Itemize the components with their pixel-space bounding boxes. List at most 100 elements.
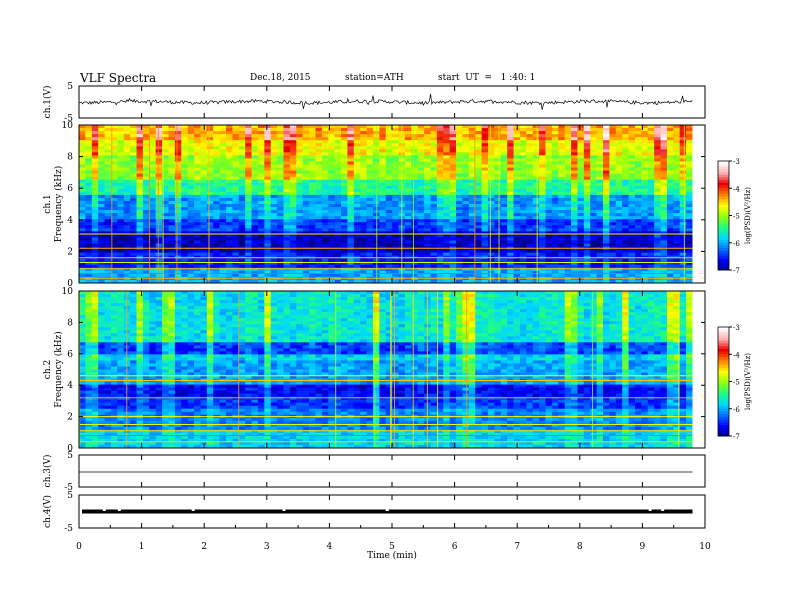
heatmap-cell bbox=[462, 261, 470, 266]
heatmap-cell bbox=[289, 125, 297, 129]
heatmap-cell bbox=[360, 234, 367, 238]
heatmap-cell bbox=[123, 267, 131, 272]
heatmap-cell bbox=[481, 219, 489, 223]
heatmap-cell bbox=[622, 197, 629, 202]
heatmap-cell bbox=[615, 261, 623, 266]
heatmap-cell bbox=[200, 219, 208, 223]
heatmap-cell bbox=[187, 237, 195, 241]
heatmap-cell bbox=[673, 140, 681, 144]
heatmap-cell bbox=[615, 243, 623, 247]
heatmap-cell bbox=[526, 140, 534, 144]
heatmap-cell bbox=[155, 128, 163, 132]
heatmap-cell bbox=[392, 152, 399, 156]
heatmap-cell bbox=[302, 279, 310, 284]
heatmap-cell bbox=[225, 207, 233, 211]
heatmap-cell bbox=[545, 155, 553, 159]
heatmap-cell bbox=[411, 143, 419, 147]
heatmap-cell bbox=[168, 149, 176, 153]
heatmap-cell bbox=[277, 149, 284, 153]
heatmap-cell bbox=[360, 267, 367, 272]
heatmap-cell bbox=[123, 197, 131, 202]
heatmap-cell bbox=[264, 252, 272, 257]
heatmap-cell bbox=[98, 188, 105, 193]
heatmap-cell bbox=[110, 128, 118, 132]
heatmap-cell bbox=[341, 270, 348, 275]
heatmap-cell bbox=[123, 173, 131, 178]
heatmap-cell bbox=[494, 228, 502, 232]
heatmap-cell bbox=[136, 137, 144, 141]
heatmap-cell bbox=[596, 191, 604, 196]
heatmap-cell bbox=[475, 222, 482, 226]
heatmap-cell bbox=[130, 134, 137, 138]
heatmap-cell bbox=[162, 161, 169, 165]
heatmap-cell bbox=[475, 164, 482, 168]
heatmap-cell bbox=[309, 128, 316, 132]
heatmap-cell bbox=[155, 237, 163, 241]
heatmap-cell bbox=[347, 200, 355, 205]
heatmap-cell bbox=[487, 231, 495, 235]
heatmap-cell bbox=[296, 252, 304, 257]
heatmap-cell bbox=[545, 261, 553, 266]
heatmap-cell bbox=[436, 146, 444, 150]
heatmap-cell bbox=[142, 270, 150, 275]
heatmap-cell bbox=[385, 143, 393, 147]
heatmap-cell bbox=[98, 149, 105, 153]
heatmap-cell bbox=[596, 197, 604, 202]
heatmap-cell bbox=[564, 134, 572, 138]
heatmap-cell bbox=[500, 204, 508, 208]
heatmap-cell bbox=[411, 176, 419, 181]
heatmap-cell bbox=[232, 216, 240, 220]
heatmap-cell bbox=[622, 225, 629, 229]
heatmap-cell bbox=[149, 131, 157, 135]
heatmap-cell bbox=[79, 125, 86, 129]
heatmap-cell bbox=[462, 137, 470, 141]
heatmap-cell bbox=[551, 137, 559, 141]
heatmap-cell bbox=[360, 210, 367, 214]
heatmap-cell bbox=[194, 191, 201, 196]
heatmap-cell bbox=[142, 216, 150, 220]
heatmap-cell bbox=[660, 185, 668, 190]
heatmap-cell bbox=[609, 213, 617, 217]
heatmap-cell bbox=[686, 237, 693, 241]
heatmap-cell bbox=[79, 231, 86, 235]
heatmap-cell bbox=[628, 249, 636, 254]
heatmap-cell bbox=[660, 222, 668, 226]
heatmap-cell bbox=[270, 234, 278, 238]
heatmap-cell bbox=[468, 149, 476, 153]
heatmap-cell bbox=[79, 167, 86, 171]
heatmap-cell bbox=[526, 267, 534, 272]
heatmap-cell bbox=[264, 200, 272, 205]
heatmap-cell bbox=[174, 131, 182, 135]
heatmap-cell bbox=[622, 176, 629, 181]
heatmap-cell bbox=[487, 270, 495, 275]
heatmap-cell bbox=[507, 252, 514, 257]
heatmap-cell bbox=[647, 164, 655, 168]
heatmap-cell bbox=[251, 131, 259, 135]
heatmap-cell bbox=[443, 261, 451, 266]
heatmap-cell bbox=[577, 137, 585, 141]
heatmap-cell bbox=[551, 149, 559, 153]
heatmap-cell bbox=[194, 231, 201, 235]
heatmap-cell bbox=[590, 207, 598, 211]
heatmap-cell bbox=[513, 134, 521, 138]
heatmap-cell bbox=[615, 264, 623, 269]
heatmap-cell bbox=[245, 237, 252, 241]
heatmap-cell bbox=[200, 204, 208, 208]
heatmap-cell bbox=[149, 149, 157, 153]
heatmap-cell bbox=[571, 173, 578, 178]
heatmap-cell bbox=[424, 125, 431, 129]
heatmap-cell bbox=[206, 237, 214, 241]
heatmap-cell bbox=[654, 225, 661, 229]
heatmap-cell bbox=[532, 237, 540, 241]
heatmap-cell bbox=[666, 170, 674, 175]
heatmap-cell bbox=[334, 219, 342, 223]
heatmap-cell bbox=[666, 240, 674, 244]
heatmap-cell bbox=[532, 270, 540, 275]
heatmap-cell bbox=[583, 213, 591, 217]
heatmap-cell bbox=[641, 207, 649, 211]
heatmap-cell bbox=[283, 176, 291, 181]
heatmap-cell bbox=[404, 231, 412, 235]
heatmap-cell bbox=[117, 243, 125, 247]
heatmap-cell bbox=[360, 137, 367, 141]
heatmap-cell bbox=[181, 270, 189, 275]
